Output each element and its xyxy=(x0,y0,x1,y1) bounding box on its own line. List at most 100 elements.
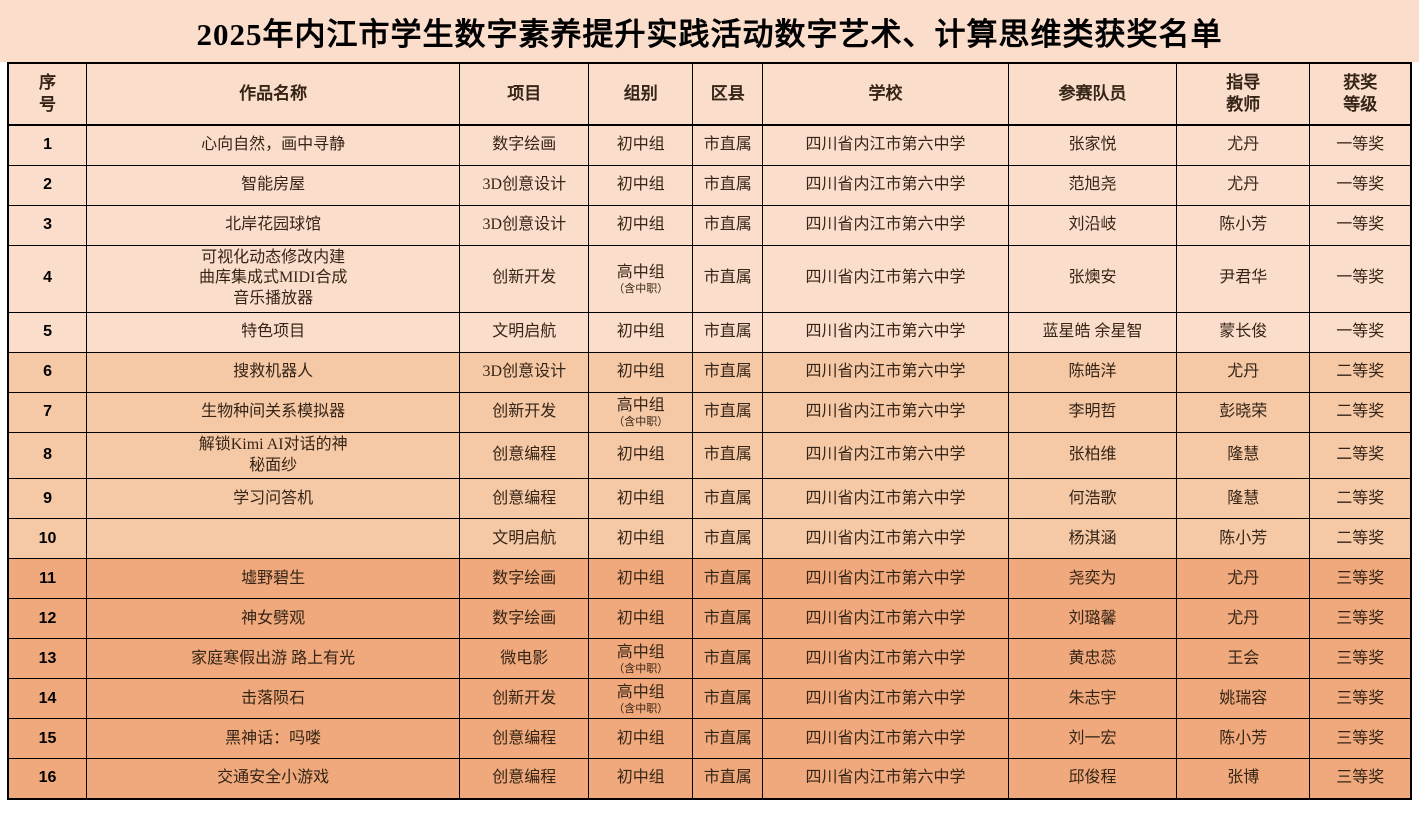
table-row: 6 搜救机器人 3D创意设计 初中组 市直属 四川省内江市第六中学 陈皓洋 尤丹 二等奖 xyxy=(7,351,1412,393)
cell-members: 李明哲 xyxy=(1007,391,1178,433)
cell-award: 二等奖 xyxy=(1309,351,1412,393)
cell-index: 14 xyxy=(7,678,88,720)
cell-teacher: 王会 xyxy=(1176,638,1311,680)
col-header-members: 参赛队员 xyxy=(1007,62,1178,126)
cell-school: 四川省内江市第六中学 xyxy=(762,204,1009,246)
group-main-label: 初中组 xyxy=(616,569,665,587)
table-row: 5 特色项目 文明启航 初中组 市直属 四川省内江市第六中学 蓝星皓 余星智 蒙长俊 一等奖 xyxy=(7,311,1412,353)
cell-index: 11 xyxy=(7,558,88,600)
title-band: 2025年内江市学生数字素养提升实践活动数字艺术、计算思维类获奖名单 xyxy=(0,0,1419,62)
cell-award: 三等奖 xyxy=(1309,718,1412,760)
cell-district: 市直属 xyxy=(692,204,764,246)
table-row: 8 解锁Kimi AI对话的神 秘面纱 创意编程 初中组 市直属 四川省内江市第六中学 张柏… xyxy=(7,431,1412,480)
cell-district: 市直属 xyxy=(692,164,764,206)
cell-school: 四川省内江市第六中学 xyxy=(762,758,1009,800)
cell-teacher: 尤丹 xyxy=(1176,124,1311,166)
group-main-label: 初中组 xyxy=(616,215,665,233)
table-row: 14 击落陨石 创新开发 高中组 （含中职） 市直属 四川省内江市第六中学 朱志宇 姚瑞容 三等奖 xyxy=(7,678,1412,720)
cell-award: 三等奖 xyxy=(1309,758,1412,800)
cell-school: 四川省内江市第六中学 xyxy=(762,391,1009,433)
cell-group: 高中组 （含中职） xyxy=(588,391,694,433)
cell-work-name: 特色项目 xyxy=(86,311,461,353)
group-main-label: 初中组 xyxy=(616,175,665,193)
cell-district: 市直属 xyxy=(692,478,764,520)
cell-group: 初中组 xyxy=(588,478,694,520)
cell-award: 二等奖 xyxy=(1309,478,1412,520)
cell-members: 黄忠蕊 xyxy=(1007,638,1178,680)
cell-group: 初中组 xyxy=(588,204,694,246)
cell-members: 朱志宇 xyxy=(1007,678,1178,720)
cell-work-name: 心向自然，画中寻静 xyxy=(86,124,461,166)
col-header-teacher: 指导 教师 xyxy=(1176,62,1311,126)
cell-school: 四川省内江市第六中学 xyxy=(762,678,1009,720)
group-main-label: 高中组 xyxy=(616,684,665,702)
group-main-label: 高中组 xyxy=(616,263,665,281)
group-main-label: 初中组 xyxy=(616,446,665,464)
group-main-label: 初中组 xyxy=(616,769,665,787)
cell-work-name: 解锁Kimi AI对话的神 秘面纱 xyxy=(86,431,461,480)
header-row: 序 号作品名称 项目 组别 区县 学校 参赛队员 指导 教师 获奖 等级 xyxy=(7,62,1412,126)
table-row: 1 心向自然，画中寻静 数字绘画 初中组 市直属 四川省内江市第六中学 张家悦 尤丹 一等奖 xyxy=(7,124,1412,166)
cell-project: 创新开发 xyxy=(459,678,590,720)
table-row: 9 学习问答机 创意编程 初中组 市直属 四川省内江市第六中学 何浩歌 隆慧 二等奖 xyxy=(7,478,1412,520)
cell-group: 初中组 xyxy=(588,758,694,800)
cell-teacher: 隆慧 xyxy=(1176,431,1311,480)
table-header: 序 号作品名称 项目 组别 区县 学校 参赛队员 指导 教师 获奖 等级 xyxy=(7,62,1412,126)
cell-project: 3D创意设计 xyxy=(459,204,590,246)
cell-index: 8 xyxy=(7,431,88,480)
cell-members: 刘沿岐 xyxy=(1007,204,1178,246)
cell-teacher: 尤丹 xyxy=(1176,598,1311,640)
cell-district: 市直属 xyxy=(692,244,764,313)
cell-group: 初中组 xyxy=(588,431,694,480)
group-main-label: 高中组 xyxy=(616,644,665,662)
col-header-group: 组别 xyxy=(588,62,694,126)
cell-school: 四川省内江市第六中学 xyxy=(762,558,1009,600)
table-row: 7 生物种间关系模拟器 创新开发 高中组 （含中职） 市直属 四川省内江市第六中学 李明哲 彭晓… xyxy=(7,391,1412,433)
cell-award: 一等奖 xyxy=(1309,124,1412,166)
cell-school: 四川省内江市第六中学 xyxy=(762,124,1009,166)
cell-members: 陈皓洋 xyxy=(1007,351,1178,393)
cell-project: 微电影 xyxy=(459,638,590,680)
cell-school: 四川省内江市第六中学 xyxy=(762,244,1009,313)
cell-teacher: 蒙长俊 xyxy=(1176,311,1311,353)
cell-members: 杨淇涵 xyxy=(1007,518,1178,560)
cell-group: 初中组 xyxy=(588,558,694,600)
cell-award: 三等奖 xyxy=(1309,678,1412,720)
cell-index: 3 xyxy=(7,204,88,246)
cell-group: 初中组 xyxy=(588,124,694,166)
cell-award: 一等奖 xyxy=(1309,164,1412,206)
cell-group: 高中组 （含中职） xyxy=(588,678,694,720)
cell-school: 四川省内江市第六中学 xyxy=(762,718,1009,760)
cell-district: 市直属 xyxy=(692,718,764,760)
group-main-label: 高中组 xyxy=(616,397,665,415)
cell-members: 刘一宏 xyxy=(1007,718,1178,760)
cell-members: 何浩歌 xyxy=(1007,478,1178,520)
cell-work-name: 击落陨石 xyxy=(86,678,461,720)
cell-group: 高中组 （含中职） xyxy=(588,244,694,313)
cell-members: 尧奕为 xyxy=(1007,558,1178,600)
cell-award: 二等奖 xyxy=(1309,431,1412,480)
cell-project: 创新开发 xyxy=(459,391,590,433)
col-header-award: 获奖 等级 xyxy=(1309,62,1412,126)
cell-district: 市直属 xyxy=(692,124,764,166)
cell-award: 一等奖 xyxy=(1309,204,1412,246)
table-row: 11 墟野碧生 数字绘画 初中组 市直属 四川省内江市第六中学 尧奕为 尤丹 三等奖 xyxy=(7,558,1412,600)
group-main-label: 初中组 xyxy=(616,529,665,547)
cell-school: 四川省内江市第六中学 xyxy=(762,518,1009,560)
cell-project: 3D创意设计 xyxy=(459,164,590,206)
table-row: 15 黑神话：吗喽 创意编程 初中组 市直属 四川省内江市第六中学 刘一宏 陈小芳 三等奖 xyxy=(7,718,1412,760)
table-body: 1 心向自然，画中寻静 数字绘画 初中组 市直属 四川省内江市第六中学 张家悦 尤丹 一等奖 2 智… xyxy=(7,124,1412,800)
cell-teacher: 陈小芳 xyxy=(1176,204,1311,246)
cell-group: 初中组 xyxy=(588,351,694,393)
cell-district: 市直属 xyxy=(692,311,764,353)
cell-district: 市直属 xyxy=(692,391,764,433)
cell-district: 市直属 xyxy=(692,598,764,640)
group-sub-label: （含中职） xyxy=(613,662,669,675)
group-main-label: 初中组 xyxy=(616,609,665,627)
cell-project: 数字绘画 xyxy=(459,124,590,166)
cell-school: 四川省内江市第六中学 xyxy=(762,311,1009,353)
cell-teacher: 隆慧 xyxy=(1176,478,1311,520)
group-sub-label: （含中职） xyxy=(613,282,669,295)
cell-award: 二等奖 xyxy=(1309,518,1412,560)
cell-teacher: 尹君华 xyxy=(1176,244,1311,313)
